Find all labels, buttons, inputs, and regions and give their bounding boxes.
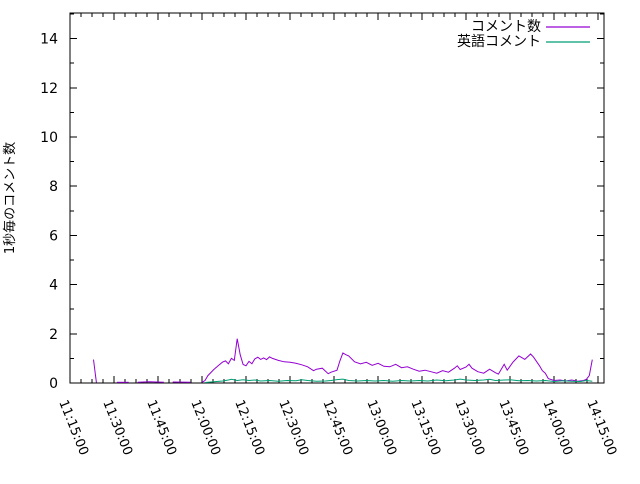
- series-line-1: [202, 339, 592, 383]
- x-tick-label: 13:00:00: [363, 398, 399, 458]
- x-tick-label: 12:45:00: [319, 398, 355, 458]
- x-tick-label: 13:30:00: [451, 398, 487, 458]
- y-tick-label: 6: [49, 228, 58, 244]
- y-tick-label: 14: [40, 32, 58, 48]
- series-lines: [94, 339, 593, 383]
- y-tick-label: 0: [49, 376, 58, 392]
- legend-label: 英語コメント: [457, 33, 541, 50]
- axis-ticks: [70, 13, 604, 383]
- y-tick-label: 2: [49, 327, 58, 343]
- x-tick-label: 11:30:00: [99, 398, 135, 458]
- series-line-1: [138, 382, 164, 383]
- series-line-2: [205, 379, 592, 382]
- legend-label: コメント数: [471, 19, 541, 35]
- y-tick-label: 12: [40, 81, 58, 97]
- y-tick-label: 4: [49, 278, 58, 294]
- x-tick-label: 13:15:00: [407, 398, 443, 458]
- x-tick-label: 14:15:00: [583, 398, 619, 458]
- x-tick-label: 11:15:00: [55, 398, 91, 458]
- y-tick-label: 8: [49, 179, 58, 195]
- series-line-1: [94, 360, 97, 383]
- plot-border: [70, 13, 604, 383]
- x-tick-label: 14:00:00: [539, 398, 575, 458]
- y-axis-label: 1秒毎のコメント数: [2, 142, 18, 254]
- x-tick-label: 12:15:00: [231, 398, 267, 458]
- y-tick-label: 10: [40, 130, 58, 146]
- x-tick-label: 12:00:00: [187, 398, 223, 458]
- y-tick-labels: 0 2 4 6 8 10 12 14: [40, 32, 58, 392]
- x-tick-label: 13:45:00: [495, 398, 531, 458]
- x-tick-label: 12:30:00: [275, 398, 311, 458]
- x-tick-label: 11:45:00: [143, 398, 179, 458]
